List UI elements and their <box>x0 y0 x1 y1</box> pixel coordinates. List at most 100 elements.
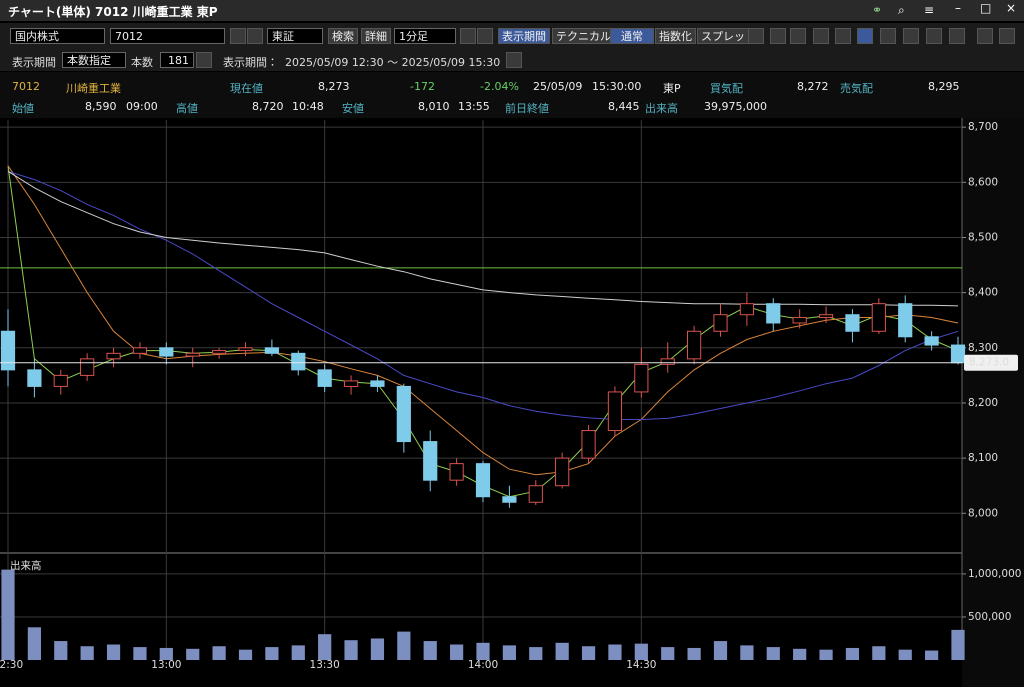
candle-body <box>423 441 438 481</box>
volume-bar <box>925 650 939 660</box>
y-tick-label: 8,700 <box>968 121 998 133</box>
volume-bar <box>212 646 226 660</box>
tool-icon[interactable] <box>857 28 873 44</box>
tool-icon[interactable] <box>748 28 764 44</box>
volume-bar <box>80 646 94 660</box>
x-tick-label: 13:30 <box>310 659 340 671</box>
candle-body <box>502 496 517 503</box>
candle-body <box>528 485 543 503</box>
maximize[interactable]: □ <box>980 1 992 15</box>
candle-body <box>106 352 121 360</box>
candle-body <box>396 385 411 443</box>
y-tick-label: 8,100 <box>968 452 998 464</box>
minimize[interactable]: – <box>955 1 961 15</box>
volume-value: 39,975,000 <box>704 100 767 113</box>
quote-name: 川崎重工業 <box>66 82 121 95</box>
candle-body <box>370 380 385 387</box>
last-price-box <box>964 354 1018 371</box>
quote-panel: 7012 川崎重工業 現在値 8,273 -172 -2.04% 25/05/0… <box>0 72 1024 118</box>
high-value: 8,720 <box>252 100 284 113</box>
candle-body <box>343 380 359 387</box>
current-label: 現在値 <box>230 82 263 95</box>
prev-period[interactable] <box>460 28 476 44</box>
tool-icon[interactable] <box>903 28 919 44</box>
search-icon[interactable]: ⌕ <box>898 3 905 17</box>
index-button[interactable]: 指数化 <box>655 28 696 44</box>
candle-body <box>713 314 728 332</box>
candle-body <box>185 352 200 357</box>
volume-bar <box>555 642 569 660</box>
spin-button[interactable] <box>196 52 212 68</box>
candle-body <box>317 369 332 387</box>
candle-body <box>449 463 464 481</box>
exchange-select[interactable]: 東証 <box>267 28 323 44</box>
ask-label: 売気配 <box>840 82 873 95</box>
period-label: 表示期間 <box>12 56 56 69</box>
y-tick-label: 1,000,000 <box>968 568 1021 580</box>
export-icon[interactable] <box>999 28 1015 44</box>
tool-icon[interactable] <box>813 28 829 44</box>
normal-button[interactable]: 通常 <box>610 28 654 44</box>
close[interactable]: × <box>1006 1 1017 15</box>
spread-button[interactable]: スプレッド <box>697 28 760 44</box>
candle-body <box>687 330 702 360</box>
volume-bar <box>423 641 437 660</box>
x-tick-label: 14:00 <box>468 659 498 671</box>
search-button[interactable]: 検索 <box>328 28 358 44</box>
tool-icon[interactable] <box>770 28 786 44</box>
x-tick-label: 12:30 <box>0 659 23 671</box>
tool-icon[interactable] <box>949 28 965 44</box>
volume-bar <box>133 647 147 660</box>
candle-body <box>291 352 306 371</box>
period-button[interactable]: 表示期間 <box>498 28 550 44</box>
candle-body <box>607 391 623 432</box>
candle-body <box>898 303 913 338</box>
link-icon[interactable]: ⚭ <box>872 3 883 17</box>
volume-bar <box>898 649 912 660</box>
moving-average <box>7 170 959 420</box>
technical-button[interactable]: テクニカル <box>552 28 615 44</box>
moving-average <box>7 170 959 307</box>
quote-date: 25/05/09 <box>533 80 583 93</box>
bid-label: 買気配 <box>710 82 743 95</box>
candle-body <box>845 314 860 332</box>
x-tick-label: 13:00 <box>151 659 181 671</box>
volume-bar <box>318 634 332 660</box>
open-value: 8,590 <box>85 100 117 113</box>
tool-icon[interactable] <box>926 28 942 44</box>
low-label: 安値 <box>342 102 364 115</box>
prev-button[interactable] <box>230 28 246 44</box>
tool-icon[interactable] <box>880 28 896 44</box>
tool-icon[interactable] <box>835 28 851 44</box>
volume-bar <box>1 569 15 660</box>
volume-bar <box>951 629 965 660</box>
tool-icon[interactable] <box>790 28 806 44</box>
y-tick-label: 8,600 <box>968 176 998 188</box>
mode-select[interactable]: 本数指定 <box>62 52 126 68</box>
y-tick-label: 8,400 <box>968 287 998 299</box>
volume-bar <box>740 645 754 660</box>
print-icon[interactable] <box>977 28 993 44</box>
candle-body <box>212 350 227 354</box>
volume-bar <box>819 649 833 660</box>
count-input[interactable]: 181 <box>160 52 194 68</box>
ask-value: 8,295 <box>928 80 960 93</box>
reset-button[interactable] <box>506 52 522 68</box>
volume-bar <box>872 646 886 660</box>
menu-icon[interactable]: ≡ <box>924 3 935 17</box>
code-input[interactable]: 7012 <box>110 28 225 44</box>
interval-select[interactable]: 1分足 <box>394 28 456 44</box>
volume-bar <box>27 627 41 660</box>
high-label: 高値 <box>176 102 198 115</box>
volume-bar <box>529 647 543 660</box>
current-value: 8,273 <box>318 80 350 93</box>
x-tick-label: 14:30 <box>626 659 656 671</box>
candle-body <box>581 430 596 459</box>
volume-bar <box>106 644 121 660</box>
detail-button[interactable]: 詳細 <box>361 28 391 44</box>
candle-body <box>159 347 174 357</box>
next-period[interactable] <box>477 28 493 44</box>
next-button[interactable] <box>247 28 263 44</box>
market-select[interactable]: 国内株式 <box>10 28 105 44</box>
